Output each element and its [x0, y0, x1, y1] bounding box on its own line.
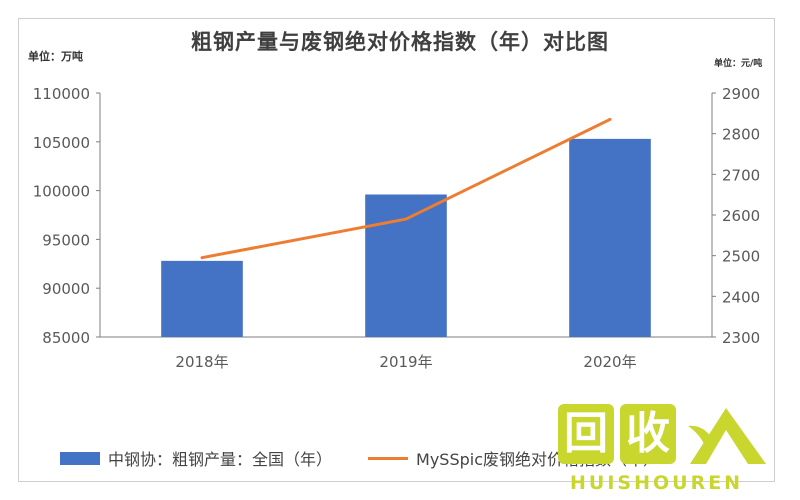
- right-axis-unit: 单位：元/吨: [714, 59, 763, 69]
- legend-bar-swatch: [60, 451, 100, 465]
- bar: [569, 138, 651, 337]
- right-axis-tick-label: 2700: [722, 166, 760, 184]
- right-axis-tick-label: 2400: [722, 288, 760, 306]
- left-axis-tick-label: 100000: [33, 183, 90, 201]
- bar: [365, 194, 447, 337]
- right-axis-tick-label: 2600: [722, 207, 760, 225]
- left-axis-tick-label: 110000: [33, 85, 90, 103]
- bar: [161, 260, 243, 337]
- bar-series: [161, 138, 651, 337]
- left-axis-unit: 单位：万吨: [28, 50, 83, 63]
- legend-line-swatch: [368, 456, 409, 460]
- left-axis-tick-label: 90000: [42, 280, 90, 298]
- watermark-text: HUISHOUREN: [570, 472, 744, 494]
- left-axis-tick-label: 95000: [42, 231, 90, 249]
- watermark-char-1: 回: [558, 404, 614, 464]
- right-axis-tick-label: 2300: [722, 329, 760, 347]
- left-axis-tick-label: 85000: [42, 329, 90, 347]
- chart-title: 粗钢产量与废钢绝对价格指数（年）对比图: [191, 30, 609, 54]
- right-axis-tick-label: 2900: [722, 85, 760, 103]
- line-point: [200, 256, 204, 260]
- legend-bar-label: 中钢协：粗钢产量：全国（年）: [108, 450, 333, 469]
- line-point: [404, 217, 408, 221]
- x-axis-tick-label: 2019年: [379, 353, 432, 371]
- x-axis-tick-label: 2020年: [583, 353, 636, 371]
- line-point: [608, 117, 612, 121]
- line-series: [200, 117, 612, 260]
- right-axis-tick-label: 2500: [722, 248, 760, 266]
- right-axis-tick-label: 2800: [722, 126, 760, 144]
- left-axis-tick-label: 105000: [33, 134, 90, 152]
- watermark-mark-icon: [688, 408, 766, 464]
- x-axis-tick-label: 2018年: [175, 353, 228, 371]
- tick-labels: 85000 90000 95000 100000 105000 110000 2300 240…: [33, 85, 760, 371]
- watermark-logo: 回 收 HUISHOUREN: [548, 400, 788, 498]
- watermark-char-2: 收: [620, 404, 676, 464]
